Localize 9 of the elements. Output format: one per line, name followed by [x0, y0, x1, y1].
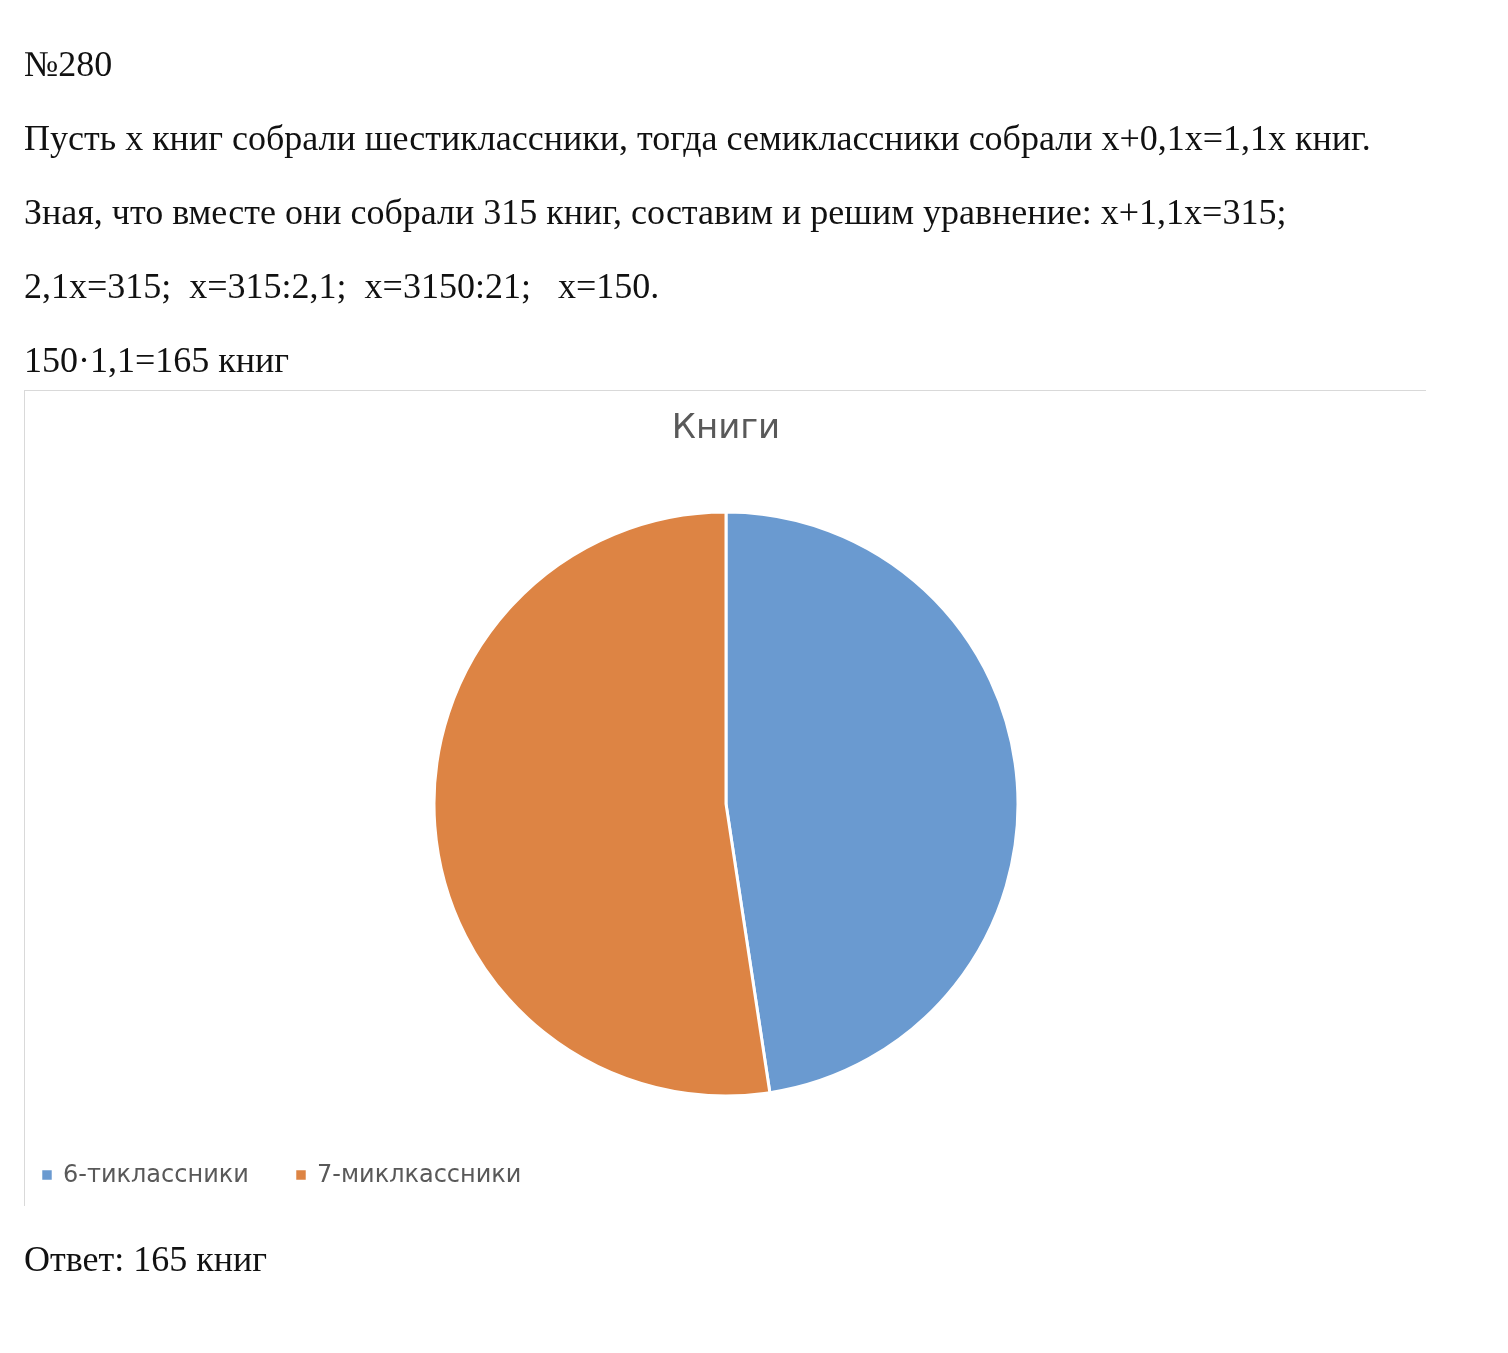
legend-label: 6-тиклассники: [63, 1160, 249, 1188]
chart-title: Книги: [671, 406, 781, 446]
text: 150·1,1=165 книг: [24, 339, 291, 382]
text: №280: [24, 43, 114, 86]
text: Пусть x книг собрали шестиклассники, тогда семиклассники собрали x+0,1x=1,1x книг.: [24, 117, 1372, 160]
text: Зная, что вместе они собрали 315 книг, составим и решим уравнение: x+1,1x=315;: [24, 191, 1288, 234]
legend-label: 7-миклкассники: [317, 1160, 522, 1188]
text: Ответ: 165 книг: [24, 1238, 268, 1280]
text: 2,1x=315; x=315:2,1; x=3150:21; x=150.: [24, 265, 661, 308]
